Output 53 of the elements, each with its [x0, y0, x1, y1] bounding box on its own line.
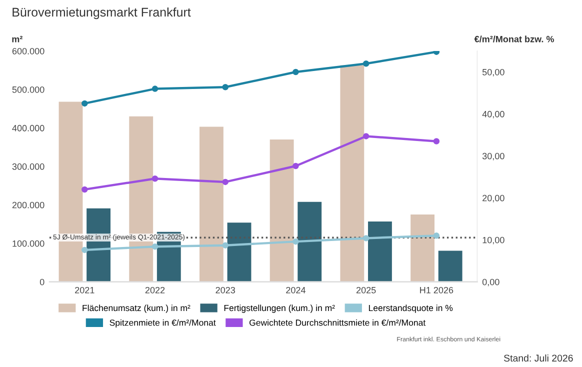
point [362, 235, 370, 242]
bar [368, 221, 392, 282]
x-tick-label: 2024 [286, 286, 306, 294]
point [152, 86, 158, 92]
y2-tick-label: 30,00 [482, 152, 504, 160]
x-tick-label: 2022 [145, 286, 165, 294]
text: Stand: Juli 2026 [504, 354, 573, 362]
x-tick-label: H1 2026 [420, 286, 454, 294]
bar [298, 202, 322, 282]
y-tick-label: 400.000 [12, 124, 44, 132]
x-tick-label: 2021 [75, 286, 94, 294]
bar [340, 65, 364, 282]
bar [270, 140, 294, 282]
x-tick-label: 2023 [216, 286, 236, 294]
y2-tick-label: 20,00 [482, 194, 504, 202]
legend-label: Fertigstellungen (kum.) in m² [224, 304, 335, 313]
point [222, 178, 228, 186]
point [433, 232, 440, 239]
point [292, 162, 299, 170]
y2-tick-label: 50,00 [482, 68, 504, 76]
point [152, 243, 158, 250]
bar [438, 250, 462, 282]
y-axis-title: m² [12, 36, 22, 42]
legend-label: Gewichtete Durchschnittsmiete in €/m²/Monat [250, 319, 426, 326]
bar [200, 126, 224, 282]
point [292, 68, 299, 76]
point [362, 133, 370, 140]
legend-label: Flächenumsatz (kum.) in m² [82, 304, 190, 313]
point [222, 84, 228, 90]
chart-title: Bürovermietungsmarkt Frankfurt [12, 7, 191, 20]
point [362, 60, 370, 67]
y-tick-label: 600.000 [12, 48, 44, 54]
point [82, 186, 88, 193]
y-tick-label: 300.000 [12, 163, 44, 170]
y2-axis-title: €/m²/Monat bzw. % [474, 36, 554, 42]
legend-label: Leerstandsquote in % [368, 304, 453, 313]
y-tick-label: 200.000 [12, 202, 44, 208]
y2-tick-label: 10,00 [482, 236, 504, 244]
point [82, 100, 88, 107]
point [292, 238, 299, 245]
legend-label: Spitzenmiete in €/m²/Monat [110, 319, 216, 328]
x-tick-label: 2025 [356, 286, 376, 294]
bar [227, 222, 252, 282]
y2-tick-label: 0,00 [482, 278, 500, 286]
y2-tick-label: 40,00 [482, 110, 504, 118]
point [433, 138, 440, 144]
point [82, 246, 88, 254]
point [152, 175, 158, 182]
y-tick-label: 500.000 [12, 86, 44, 93]
y-tick-label: 100.000 [12, 240, 44, 247]
bar [410, 214, 434, 282]
point [222, 242, 228, 248]
y-tick-label: 0 [40, 278, 44, 286]
